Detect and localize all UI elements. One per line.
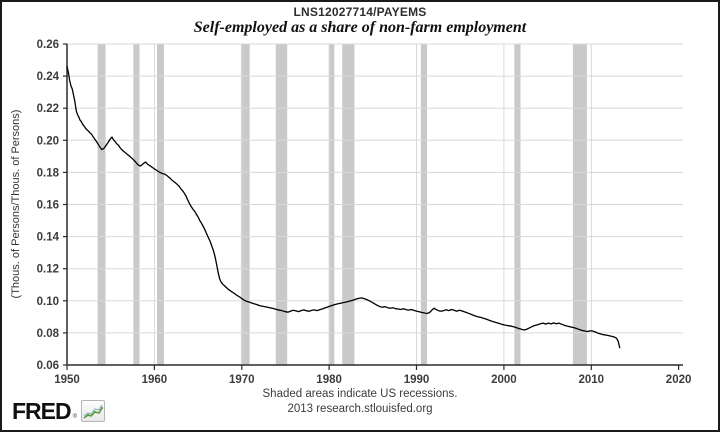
x-tick-label: 2020	[666, 374, 692, 386]
x-tick-label: 1980	[316, 374, 342, 386]
y-tick-label: 0.26	[37, 39, 59, 51]
recession-note: Shaded areas indicate US recessions.	[262, 388, 458, 400]
fred-logo: FRED ®	[12, 398, 106, 424]
y-tick-label: 0.24	[37, 71, 60, 83]
y-tick-label: 0.16	[37, 200, 59, 212]
x-tick-label: 2000	[491, 374, 517, 386]
source-credit: 2013 research.stlouisfed.org	[287, 403, 433, 415]
data-line	[66, 65, 621, 349]
registered-mark-icon: ®	[72, 414, 78, 420]
y-tick-label: 0.08	[37, 328, 60, 340]
fred-logo-text: FRED	[12, 398, 72, 424]
x-tick-label: 1970	[229, 374, 255, 386]
y-tick-label: 0.22	[37, 103, 59, 115]
y-tick-label: 0.14	[37, 232, 60, 244]
sparkline-chart-icon	[81, 400, 106, 422]
series-id-title: LNS12027714/PAYEMS	[293, 5, 427, 19]
x-tick-label: 1990	[404, 374, 430, 386]
y-tick-label: 0.06	[37, 360, 59, 372]
x-tick-label: 1960	[142, 374, 168, 386]
y-tick-label: 0.20	[37, 135, 59, 147]
x-tick-label: 1950	[54, 374, 80, 386]
y-tick-label: 0.10	[37, 296, 59, 308]
y-tick-label: 0.12	[37, 264, 59, 276]
chart-title: Self-employed as a share of non-farm emp…	[193, 19, 527, 36]
y-tick-label: 0.18	[37, 167, 60, 179]
x-tick-label: 2010	[579, 374, 605, 386]
